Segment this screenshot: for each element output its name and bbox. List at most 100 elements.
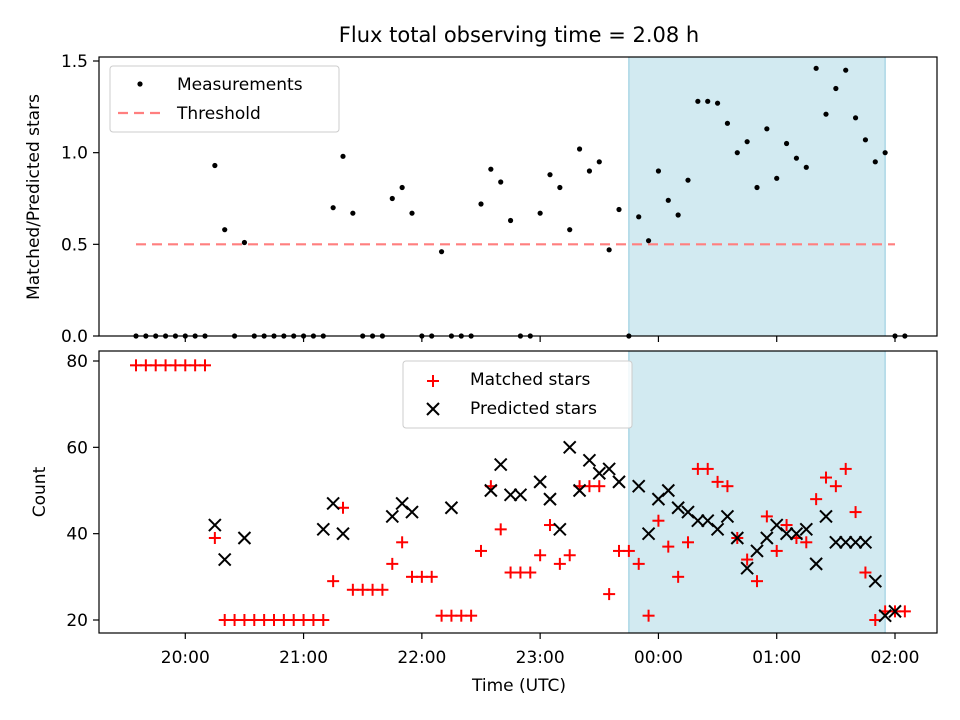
measurement-point: [833, 85, 839, 92]
x-tick-label: 20:00: [161, 648, 210, 668]
measurement-point: [793, 155, 800, 161]
measurement-point: [478, 201, 484, 207]
predicted-star-point: [720, 509, 735, 524]
measurement-point: [764, 126, 770, 132]
predicted-star-point: [592, 466, 606, 480]
predicted-star-point: [878, 608, 892, 623]
measurement-point: [872, 159, 878, 165]
measurement-point: [557, 184, 563, 191]
matched-star-point: [810, 493, 823, 506]
predicted-star-point: [503, 488, 518, 502]
x-axis-label: Time (UTC): [471, 676, 566, 696]
top-y-ticks: 0.0 0.5 1.0 1.5: [61, 52, 99, 347]
x-tick-label: 02:00: [871, 648, 920, 668]
matched-star-point: [475, 544, 487, 557]
matched-star-point: [465, 609, 478, 622]
matched-star-point: [622, 544, 635, 557]
predicted-star-point: [789, 526, 804, 541]
x-tick-label: 23:00: [516, 648, 565, 668]
measurement-point: [813, 65, 819, 71]
measurement-point: [606, 247, 612, 253]
measurement-point: [389, 195, 395, 202]
matched-star-point: [553, 557, 566, 570]
top-x-ticks: [184, 336, 896, 342]
bottom-y-tick-label: 20: [66, 611, 88, 631]
legend-predicted-marker: [426, 402, 440, 416]
matched-star-point: [849, 506, 862, 519]
predicted-star-point: [710, 522, 725, 537]
predicted-star-point: [582, 453, 597, 467]
measurement-point: [714, 100, 721, 106]
top-y-tick-label: 1.0: [61, 144, 88, 164]
matched-star-point: [563, 549, 576, 562]
measurement-point: [852, 115, 859, 121]
matched-star-point: [780, 519, 793, 532]
top-axes: 0.0 0.5 1.0 1.5 Matched/Predicted stars Mea…: [24, 52, 938, 347]
predicted-star-point: [819, 509, 833, 524]
matched-star-point: [524, 566, 537, 579]
matched-star-point: [632, 557, 645, 570]
predicted-star-point: [563, 440, 577, 455]
matched-star-point: [534, 549, 547, 562]
measurement-point: [498, 179, 504, 185]
measurement-point: [340, 153, 346, 159]
top-legend: Measurements Threshold: [109, 65, 340, 133]
measurement-point: [685, 177, 691, 183]
matched-star-point: [603, 588, 616, 601]
matched-star-point: [701, 462, 714, 475]
measurement-point: [567, 227, 573, 233]
matched-star-point: [376, 583, 389, 596]
predicted-star-point: [839, 535, 853, 550]
measurement-point: [754, 184, 760, 191]
top-y-tick-label: 0.5: [61, 235, 88, 255]
legend-matched-marker: [427, 375, 439, 387]
measurement-point: [862, 137, 869, 143]
bottom-y-ticks: 20 40 60 80: [66, 352, 99, 631]
predicted-star-point: [494, 457, 508, 472]
bottom-legend: Matched stars Predicted stars: [402, 360, 633, 429]
predicted-star-point: [336, 526, 350, 541]
matched-star-point: [741, 553, 754, 566]
x-tick-label: 01:00: [752, 648, 801, 668]
bottom-x-ticks: 20:00 21:00 22:00 23:00 00:00 01:00 02:00: [161, 633, 920, 668]
matched-star-point: [396, 536, 409, 549]
predicted-star-point: [612, 475, 626, 489]
bottom-axes: 20 40 60 80 20:00 21:00 22:00 23:00 00:00 01:00 0…: [30, 350, 938, 696]
measurement-point: [803, 164, 809, 170]
measurement-point: [222, 227, 228, 233]
predicted-star-point: [829, 535, 843, 550]
predicted-star-point: [543, 492, 557, 506]
measurement-point: [576, 146, 583, 152]
measurement-point: [330, 205, 336, 211]
top-shaded-region: [628, 56, 886, 337]
predicted-star-point: [858, 535, 873, 550]
measurement-point: [537, 210, 543, 216]
bottom-y-tick-label: 60: [66, 438, 88, 458]
measurement-point: [438, 249, 445, 255]
matched-star-point: [898, 605, 911, 618]
measurement-point: [507, 217, 514, 224]
predicted-star-point: [385, 509, 399, 524]
matched-star-point: [800, 536, 813, 549]
predicted-star-point: [868, 574, 882, 588]
matched-star-point: [327, 575, 340, 588]
predicted-star-point: [779, 526, 794, 541]
legend-predicted-label: Predicted stars: [470, 399, 597, 419]
figure-title: Flux total observing time = 2.08 h: [339, 23, 699, 47]
predicted-star-point: [208, 518, 222, 532]
matched-star-point: [751, 575, 763, 588]
matched-star-point: [770, 544, 783, 557]
legend-measurements-label: Measurements: [177, 75, 303, 95]
measurement-point: [675, 212, 681, 218]
matched-star-points: [130, 359, 911, 626]
x-tick-label: 22:00: [397, 648, 446, 668]
matched-star-point: [839, 462, 852, 475]
measurement-point: [734, 150, 740, 156]
matched-star-point: [829, 480, 842, 493]
measurement-point: [409, 210, 415, 216]
measurement-point: [724, 120, 731, 126]
predicted-star-point: [671, 501, 685, 515]
measurement-point: [547, 172, 553, 178]
matched-star-point: [859, 566, 872, 579]
